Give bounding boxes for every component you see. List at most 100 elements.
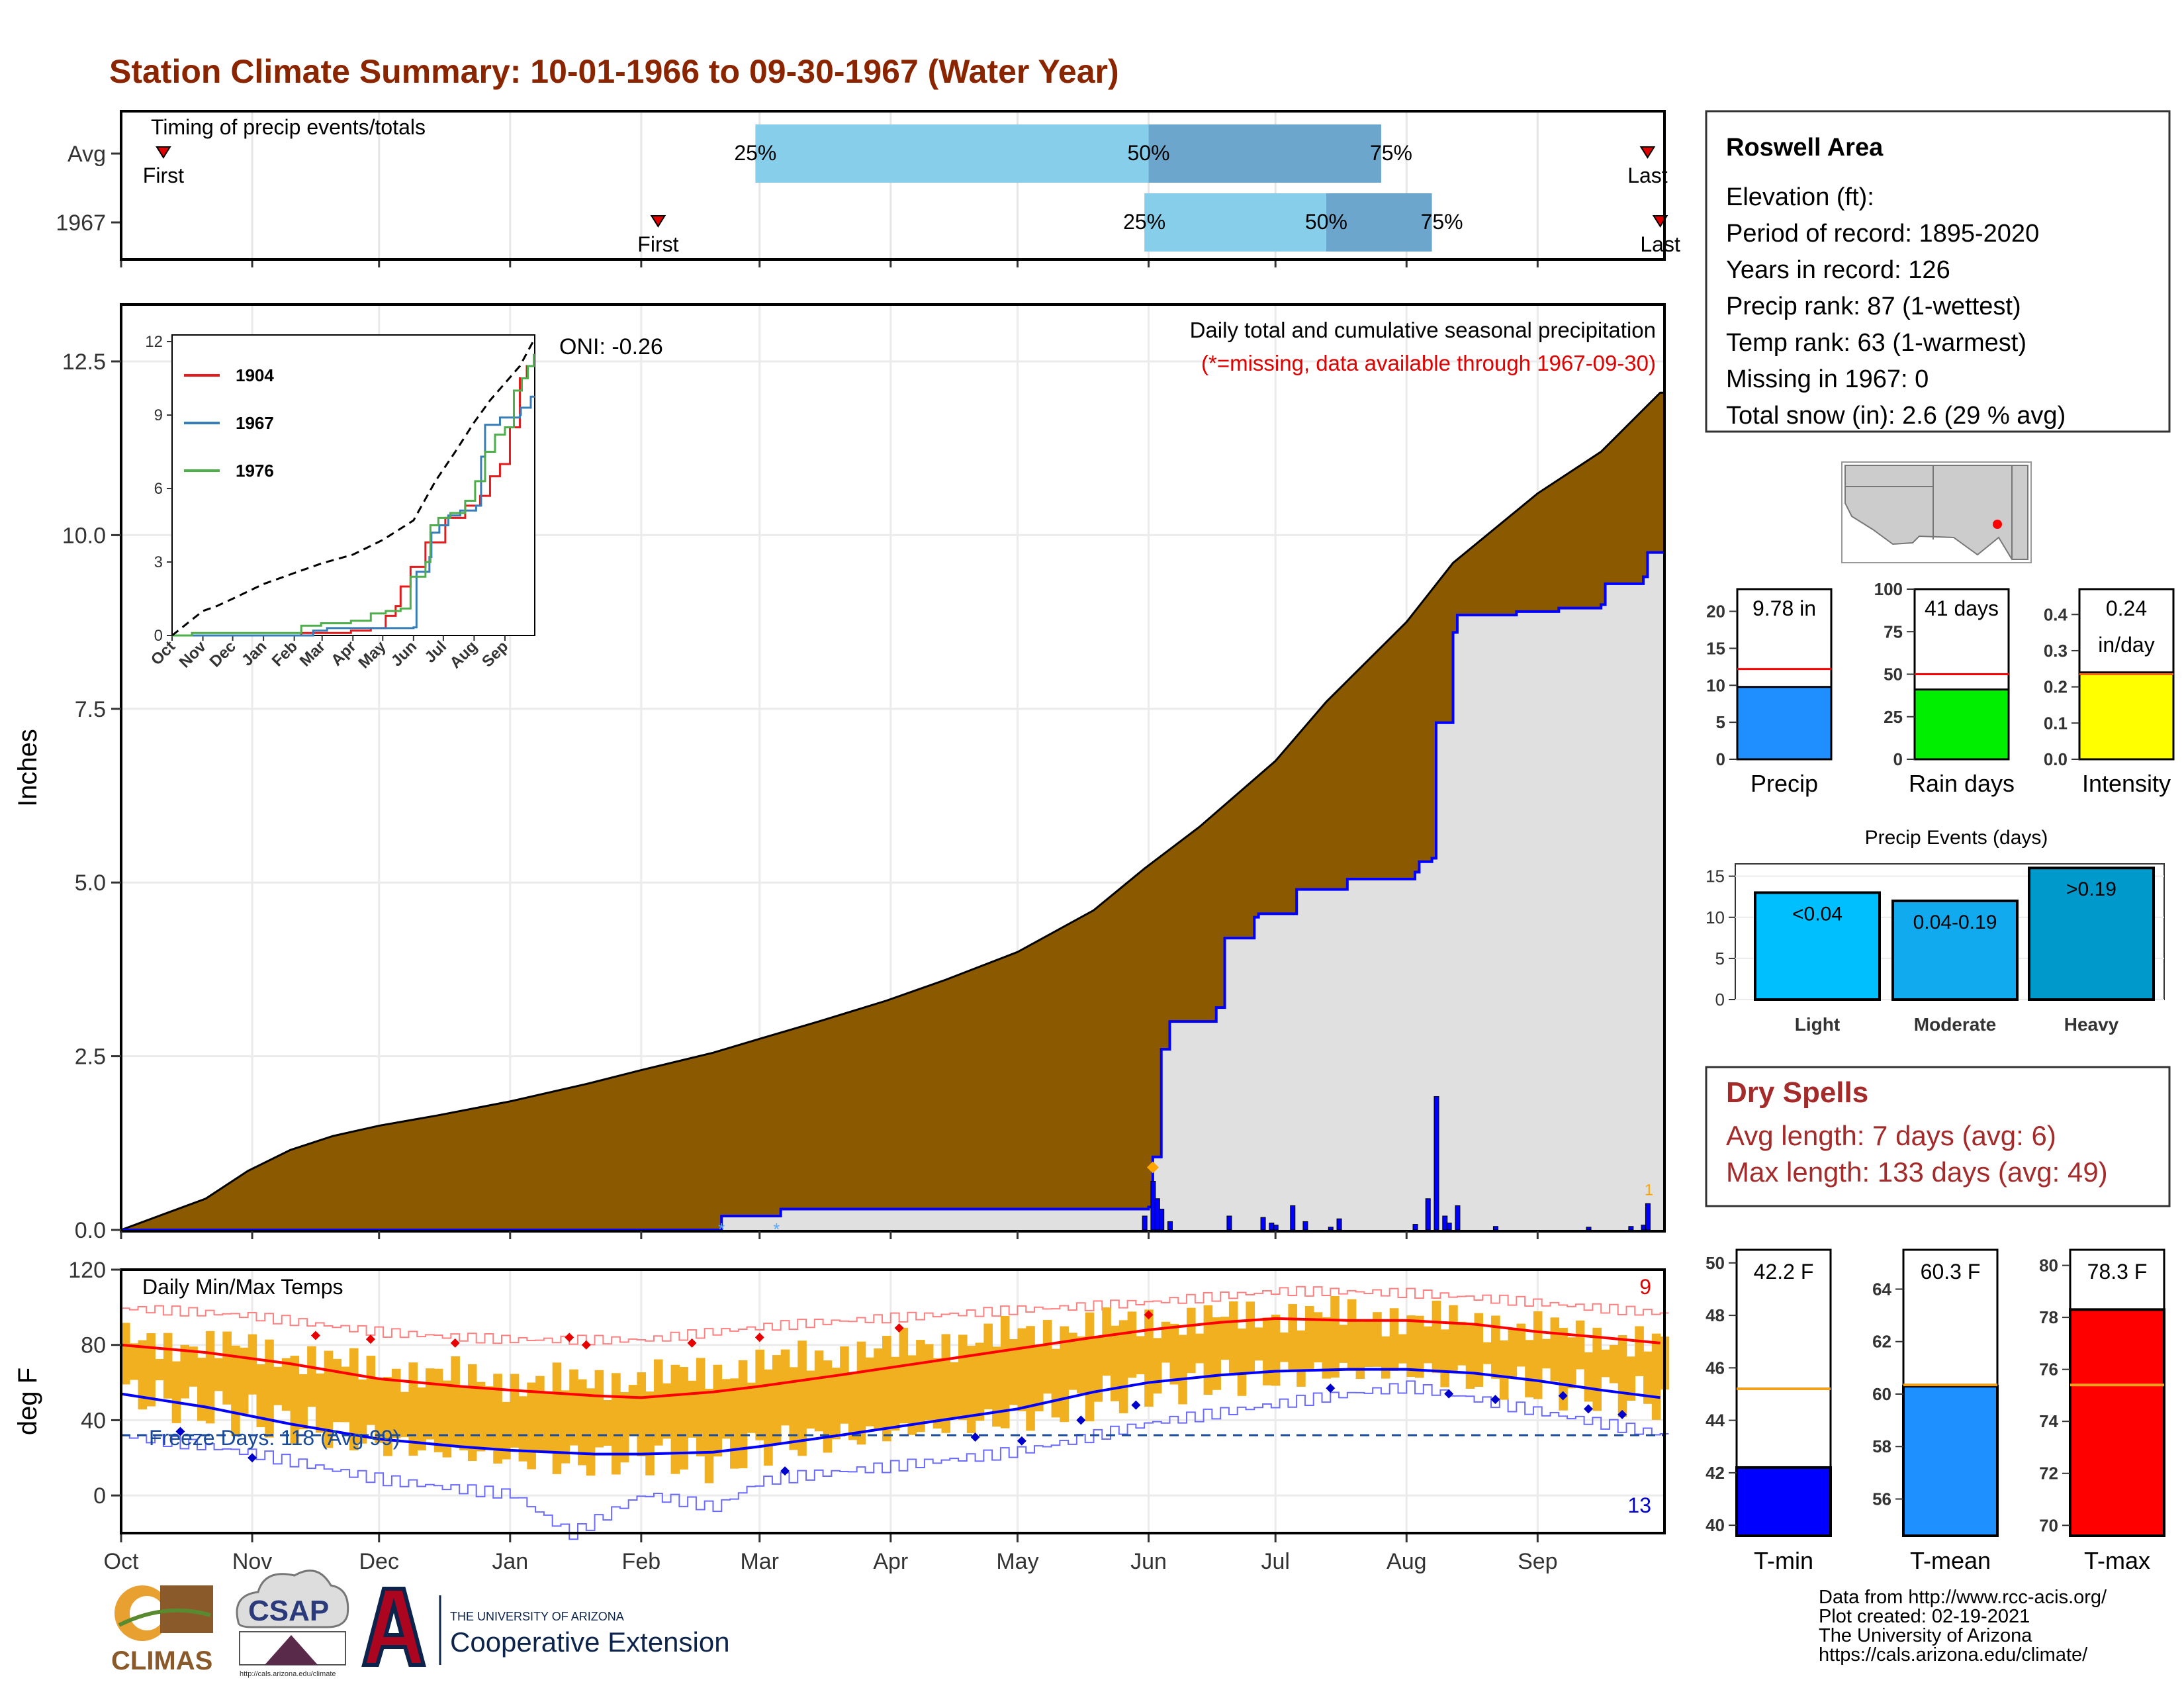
daily-temp-range-bar xyxy=(1364,1319,1373,1368)
station-box-frame xyxy=(1705,110,2171,433)
intensity-gauge-tick-label: 0.1 xyxy=(2044,713,2068,733)
inset-series-line xyxy=(172,353,535,637)
daily-temp-range-bar xyxy=(721,1379,731,1439)
precip-panel: * * 1 0.0 2.5 5.0 7.5 10.0 12.5 Daily total and… xyxy=(13,303,1666,1243)
daily-temp-range-bar xyxy=(1042,1320,1052,1394)
record-high-marker xyxy=(581,1340,591,1350)
daily-temp-range-bar xyxy=(1263,1317,1272,1385)
precip-events-bar-moderate xyxy=(1891,899,2019,1001)
daily-temp-range-bar xyxy=(543,1391,553,1453)
daily-precip-bar xyxy=(1167,1221,1173,1231)
station-info-box: Roswell Area Elevation (ft): Period of re… xyxy=(1705,110,2171,433)
inset-legend-label: 1967 xyxy=(236,413,274,433)
daily-temp-range-bar xyxy=(645,1391,655,1476)
record-low-count: 13 xyxy=(1627,1493,1651,1517)
t-mean-gauge-tick-label: 56 xyxy=(1872,1489,1891,1509)
daily-temp-range-bar xyxy=(1651,1333,1661,1420)
month-label: Feb xyxy=(622,1549,661,1574)
precip-gauge-tick-label: 15 xyxy=(1706,638,1725,658)
credits: Data from http://www.rcc-acis.org/Plot c… xyxy=(1819,1587,2107,1665)
precip-events-tick-label: 15 xyxy=(1706,867,1725,886)
daily-temp-range-bar xyxy=(248,1334,257,1395)
oni-label: ONI: -0.26 xyxy=(559,334,663,359)
month-label: Nov xyxy=(232,1549,272,1574)
daily-temp-range-bar xyxy=(222,1331,232,1405)
ua-logo-big: Cooperative Extension xyxy=(450,1626,730,1658)
daily-temp-range-bar xyxy=(1339,1325,1348,1363)
daily-temp-range-bar xyxy=(552,1362,562,1474)
daily-temp-range-bar xyxy=(1415,1315,1424,1378)
record-low-marker xyxy=(1076,1415,1086,1425)
daily-temp-range-bar xyxy=(1237,1328,1247,1396)
daily-precip-bar xyxy=(1142,1215,1148,1231)
timing-p75-label: 75% xyxy=(1370,141,1412,165)
record-high-marker xyxy=(310,1331,320,1340)
t-min-gauge-tick-label: 44 xyxy=(1706,1411,1725,1430)
daily-temp-range-bar xyxy=(619,1391,629,1463)
daily-temp-range-bar xyxy=(831,1368,841,1440)
daily-temp-range-bar xyxy=(696,1358,705,1457)
daily-temp-range-bar xyxy=(713,1364,723,1457)
daily-temp-range-bar xyxy=(1212,1317,1221,1390)
daily-temp-range-bar xyxy=(755,1349,764,1440)
precip-events-tick-label: 10 xyxy=(1706,908,1725,927)
daily-precip-bar xyxy=(1336,1218,1342,1231)
temp-frame xyxy=(120,1268,1666,1534)
daily-temp-range-bar xyxy=(882,1336,891,1442)
csap-logo-text: CSAP xyxy=(248,1595,329,1627)
daily-precip-bar xyxy=(1492,1226,1498,1231)
daily-temp-range-bar xyxy=(907,1355,917,1435)
rain-days-gauge-tick-label: 75 xyxy=(1884,622,1903,641)
daily-temp-range-bar xyxy=(357,1380,367,1444)
daily-temp-range-bar xyxy=(459,1387,469,1450)
daily-temp-range-bar xyxy=(569,1369,578,1446)
daily-temp-range-bar xyxy=(738,1360,748,1469)
t-max-gauge-tick-label: 70 xyxy=(2039,1515,2058,1535)
daily-temp-range-bar xyxy=(1541,1338,1551,1369)
daily-temp-range-bar xyxy=(265,1339,274,1438)
daily-temp-range-bar xyxy=(1085,1312,1095,1422)
daily-temp-range-bar xyxy=(1330,1295,1340,1378)
timing-first-label: First xyxy=(143,164,184,187)
daily-temp-range-bar xyxy=(1575,1320,1585,1370)
record-low-marker xyxy=(1017,1436,1026,1446)
daily-temp-range-bar xyxy=(1432,1300,1441,1374)
t-max-gauge-tick-label: 78 xyxy=(2039,1307,2058,1327)
t-min-gauge-label: T-min xyxy=(1754,1547,1813,1574)
t-min-gauge-tick-label: 42 xyxy=(1706,1463,1725,1483)
record-high-marker xyxy=(687,1338,697,1348)
timing-p75-label: 75% xyxy=(1421,210,1463,234)
daily-temp-range-bar xyxy=(1381,1336,1390,1379)
timing-last-label: Last xyxy=(1627,164,1668,187)
daily-temp-range-bar xyxy=(1592,1327,1602,1411)
daily-temp-range-bar xyxy=(1533,1311,1543,1399)
dry-spells-box: Dry Spells Avg length: 7 days (avg: 6) M… xyxy=(1705,1066,2171,1207)
daily-temp-range-bar xyxy=(155,1358,164,1381)
record-high-marker xyxy=(754,1333,764,1342)
daily-precip-bar xyxy=(1260,1217,1266,1231)
daily-temp-range-bar xyxy=(890,1356,900,1431)
daily-temp-range-bar xyxy=(1474,1313,1484,1387)
daily-temp-range-bar xyxy=(578,1379,587,1466)
locator-map xyxy=(1841,461,2032,563)
daily-precip-bar xyxy=(1628,1226,1634,1231)
daily-temp-range-bar xyxy=(840,1346,849,1424)
daily-temp-range-bar xyxy=(189,1346,198,1387)
record-high-marker xyxy=(565,1333,574,1342)
daily-temp-range-bar xyxy=(1584,1352,1594,1402)
daily-precip-bar xyxy=(1412,1224,1418,1231)
daily-temp-range-bar xyxy=(1449,1305,1458,1372)
temp-caption: Daily Min/Max Temps xyxy=(142,1275,343,1299)
daily-temp-range-bar xyxy=(662,1383,672,1439)
daily-temp-range-bar xyxy=(1118,1320,1128,1414)
daily-temp-range-bar xyxy=(975,1342,985,1421)
timing-first-marker xyxy=(156,146,171,159)
timing-frame xyxy=(120,110,1666,261)
daily-temp-range-bar xyxy=(324,1350,334,1448)
inset-legend-label: 1904 xyxy=(236,365,274,385)
temp-panel: 0 40 80 120 Daily Min/Max Temps Freeze Days… xyxy=(13,1258,1670,1540)
record-high-marker xyxy=(450,1338,460,1348)
dry-spells-avg: Avg length: 7 days (avg: 6) xyxy=(1726,1120,2056,1151)
inset-legend-label: 1976 xyxy=(236,461,274,481)
station-name: Roswell Area xyxy=(1726,134,1884,162)
